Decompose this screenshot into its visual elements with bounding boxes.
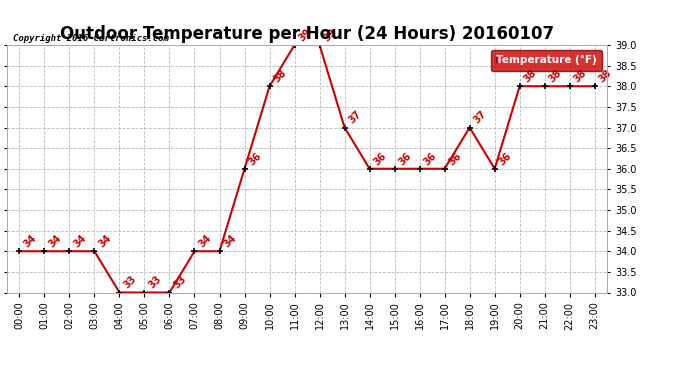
Text: 34: 34	[21, 233, 38, 250]
Text: 33: 33	[146, 274, 163, 291]
Text: 37: 37	[346, 109, 363, 126]
Text: 39: 39	[322, 27, 338, 44]
Text: 34: 34	[221, 233, 238, 250]
Text: 39: 39	[297, 27, 313, 44]
Text: 36: 36	[446, 150, 463, 167]
Text: 37: 37	[472, 109, 489, 126]
Text: 34: 34	[97, 233, 113, 250]
Title: Outdoor Temperature per Hour (24 Hours) 20160107: Outdoor Temperature per Hour (24 Hours) …	[60, 26, 554, 44]
Text: Copyright 2016 Cartronics.com: Copyright 2016 Cartronics.com	[13, 33, 169, 42]
Text: 38: 38	[522, 68, 538, 85]
Text: 36: 36	[372, 150, 388, 167]
Legend: Temperature (°F): Temperature (°F)	[491, 50, 602, 71]
Text: 38: 38	[572, 68, 589, 85]
Text: 36: 36	[246, 150, 263, 167]
Text: 34: 34	[197, 233, 213, 250]
Text: 36: 36	[397, 150, 413, 167]
Text: 33: 33	[121, 274, 138, 291]
Text: 34: 34	[72, 233, 88, 250]
Text: 36: 36	[497, 150, 513, 167]
Text: 33: 33	[172, 274, 188, 291]
Text: 38: 38	[546, 68, 563, 85]
Text: 36: 36	[422, 150, 438, 167]
Text: 34: 34	[46, 233, 63, 250]
Text: 38: 38	[597, 68, 613, 85]
Text: 38: 38	[272, 68, 288, 85]
